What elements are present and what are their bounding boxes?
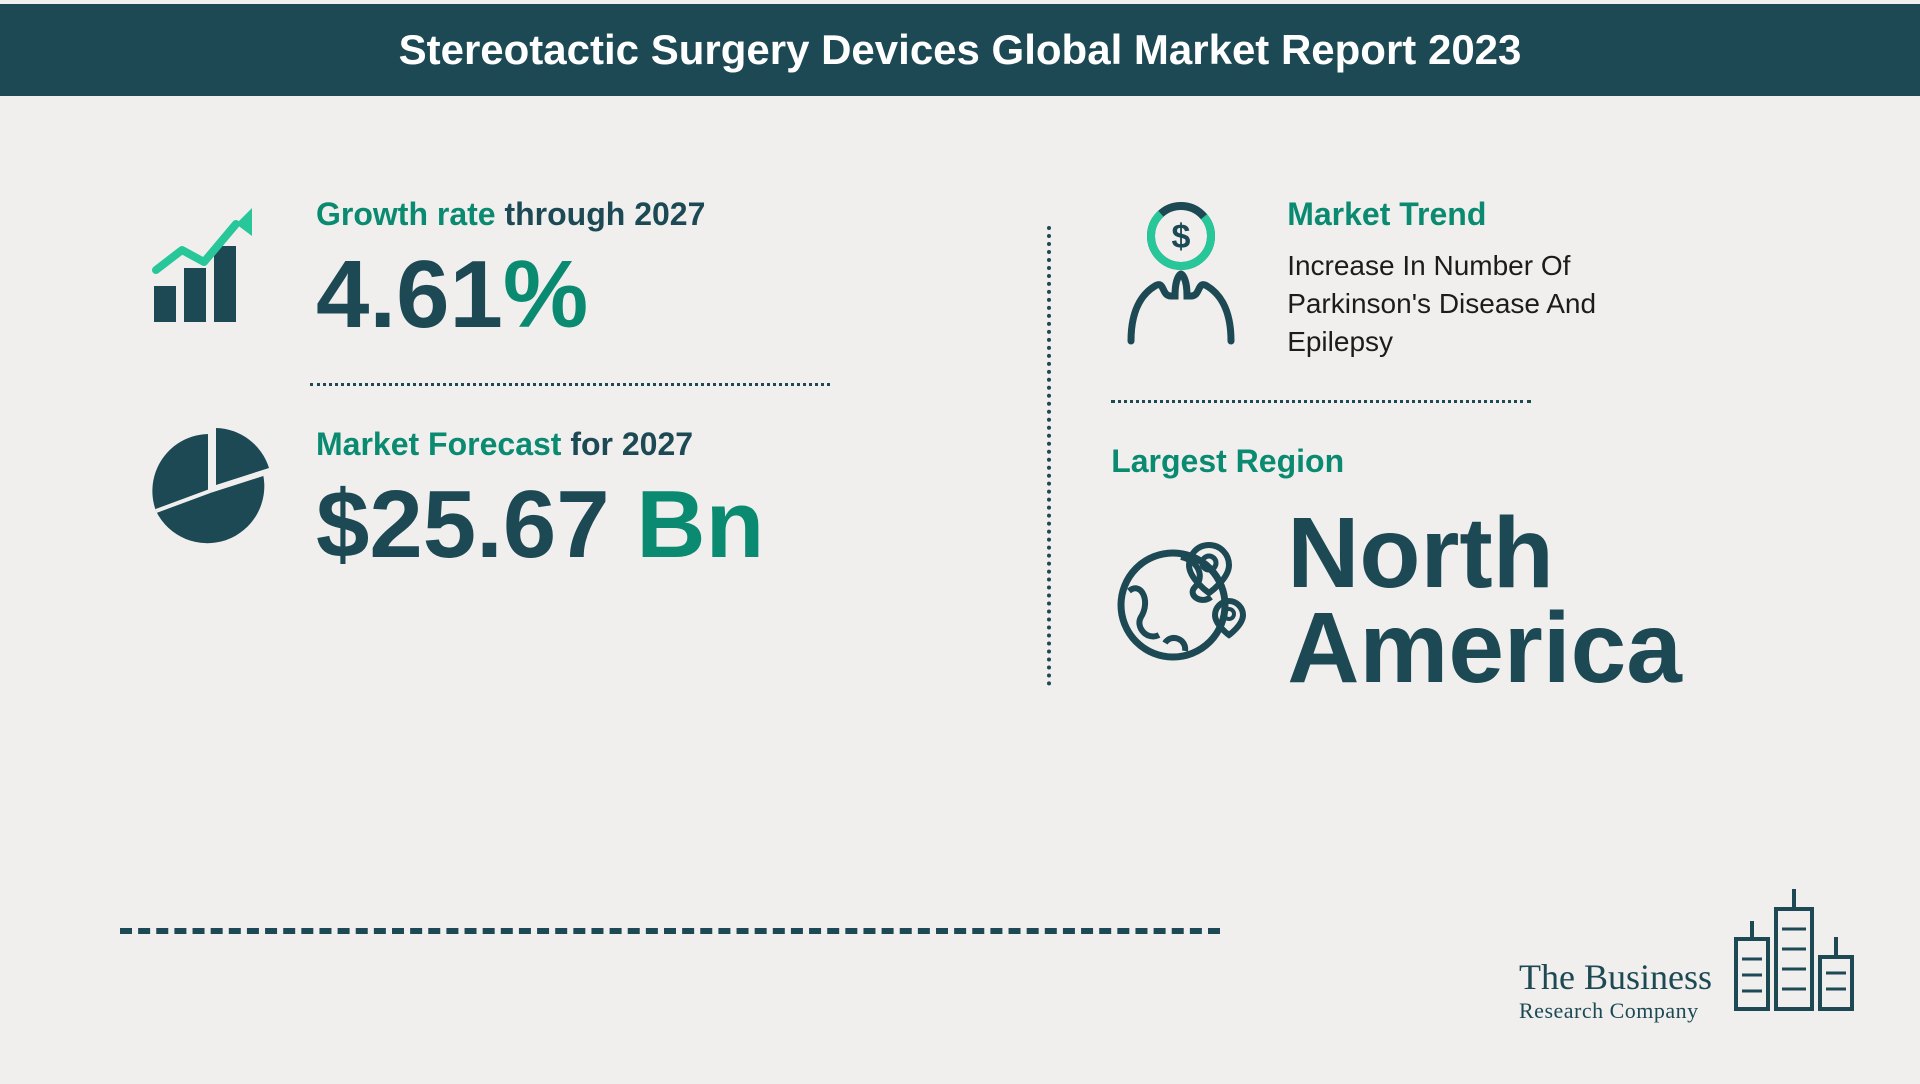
forecast-block: Market Forecast for 2027 $25.67 Bn bbox=[140, 426, 1007, 573]
trend-label: Market Trend bbox=[1287, 196, 1824, 233]
forecast-label: Market Forecast for 2027 bbox=[316, 426, 1007, 463]
globe-pins-icon bbox=[1111, 531, 1251, 671]
hands-coin-icon: $ bbox=[1111, 196, 1251, 346]
trend-block: $ Market Trend Increase In Number Of Par… bbox=[1111, 196, 1824, 360]
company-logo: The Business Research Company bbox=[1519, 879, 1860, 1024]
divider-dots bbox=[310, 383, 830, 386]
footer-divider bbox=[120, 928, 1220, 934]
growth-chart-icon bbox=[140, 196, 280, 336]
logo-line2: Research Company bbox=[1519, 998, 1712, 1024]
buildings-icon bbox=[1730, 879, 1860, 1024]
forecast-value: $25.67 Bn bbox=[316, 477, 1007, 573]
content-area: Growth rate through 2027 4.61% bbox=[0, 96, 1920, 776]
region-block: North America bbox=[1111, 506, 1824, 696]
svg-text:$: $ bbox=[1172, 218, 1191, 256]
growth-block: Growth rate through 2027 4.61% bbox=[140, 196, 1007, 343]
right-column: $ Market Trend Increase In Number Of Par… bbox=[1051, 196, 1824, 736]
region-label: Largest Region bbox=[1111, 443, 1824, 480]
growth-label: Growth rate through 2027 bbox=[316, 196, 1007, 233]
report-title: Stereotactic Surgery Devices Global Mark… bbox=[60, 26, 1860, 74]
pie-chart-icon bbox=[140, 426, 280, 556]
left-column: Growth rate through 2027 4.61% bbox=[140, 196, 1047, 736]
trend-text: Increase In Number Of Parkinson's Diseas… bbox=[1287, 247, 1667, 360]
logo-line1: The Business bbox=[1519, 956, 1712, 998]
region-value: North America bbox=[1287, 506, 1824, 696]
growth-value: 4.61% bbox=[316, 247, 1007, 343]
divider-dots bbox=[1111, 400, 1531, 403]
title-bar: Stereotactic Surgery Devices Global Mark… bbox=[0, 4, 1920, 96]
